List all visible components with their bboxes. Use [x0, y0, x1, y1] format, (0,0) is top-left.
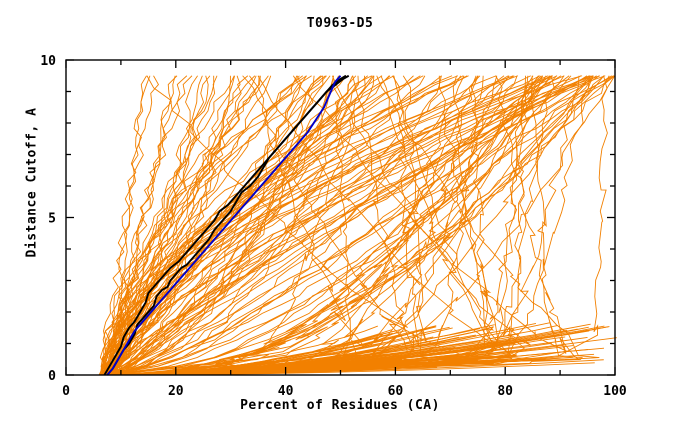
model-curve: [113, 75, 218, 376]
model-curve: [105, 75, 261, 376]
model-curve: [111, 75, 594, 376]
model-curve: [115, 75, 565, 376]
model-curve: [115, 75, 616, 376]
model-curve: [115, 325, 436, 376]
model-curve: [103, 75, 558, 376]
model-curve: [114, 75, 588, 376]
model-curve: [107, 75, 331, 376]
model-curve: [110, 75, 257, 376]
model-curve: [108, 75, 269, 376]
model-curve: [98, 75, 241, 376]
model-curve: [115, 75, 541, 376]
model-curve: [99, 75, 272, 376]
page-title: T0963-D5: [306, 16, 374, 31]
model-curve: [110, 75, 236, 376]
x-tick-label: 40: [278, 384, 294, 399]
y-tick-label: 5: [48, 212, 56, 227]
highlight-curve-highlight-blue: [106, 75, 342, 376]
x-tick-label: 20: [168, 384, 184, 399]
model-curve: [103, 334, 402, 376]
y-tick-label: 10: [40, 54, 56, 69]
model-curve: [112, 75, 347, 376]
model-curve: [107, 75, 353, 376]
plot-frame: [65, 59, 616, 376]
model-curve: [102, 75, 215, 376]
model-curve: [117, 75, 544, 376]
model-curve: [101, 75, 159, 376]
model-curve: [116, 336, 460, 376]
highlight-curve-highlight-black-2: [103, 74, 350, 376]
model-curve: [103, 75, 453, 376]
model-curve: [110, 75, 614, 376]
model-curve: [100, 75, 323, 376]
model-curve: [99, 75, 307, 376]
model-curve: [100, 75, 468, 376]
model-curve: [104, 75, 557, 376]
x-tick-label: 80: [497, 384, 513, 399]
model-curve: [103, 75, 459, 376]
highlight-curves-group: [103, 74, 350, 376]
model-curve: [110, 75, 531, 376]
model-curve: [117, 75, 235, 376]
x-axis-label: Percent of Residues (CA): [240, 398, 440, 413]
model-curve: [106, 326, 610, 376]
model-curve: [105, 358, 509, 376]
model-curve: [101, 75, 497, 376]
model-curve: [116, 75, 608, 376]
model-curve: [99, 75, 479, 376]
tick-labels-group: 0 20 40 60 80 100 0 5 10: [40, 54, 627, 399]
model-curves-group: [98, 75, 617, 376]
model-curve: [100, 75, 426, 376]
model-curve: [110, 75, 591, 376]
model-curve: [112, 75, 151, 376]
x-tick-label: 60: [388, 384, 404, 399]
model-curve: [113, 75, 605, 376]
model-curve: [100, 75, 421, 376]
y-axis-label: Distance Cutoff, A: [24, 107, 40, 258]
y-tick-label: 0: [48, 369, 56, 384]
model-curve: [103, 75, 551, 376]
model-curve: [103, 75, 327, 376]
x-tick-label: 0: [62, 384, 70, 399]
model-curve: [110, 75, 593, 376]
x-tick-label: 100: [603, 384, 627, 399]
